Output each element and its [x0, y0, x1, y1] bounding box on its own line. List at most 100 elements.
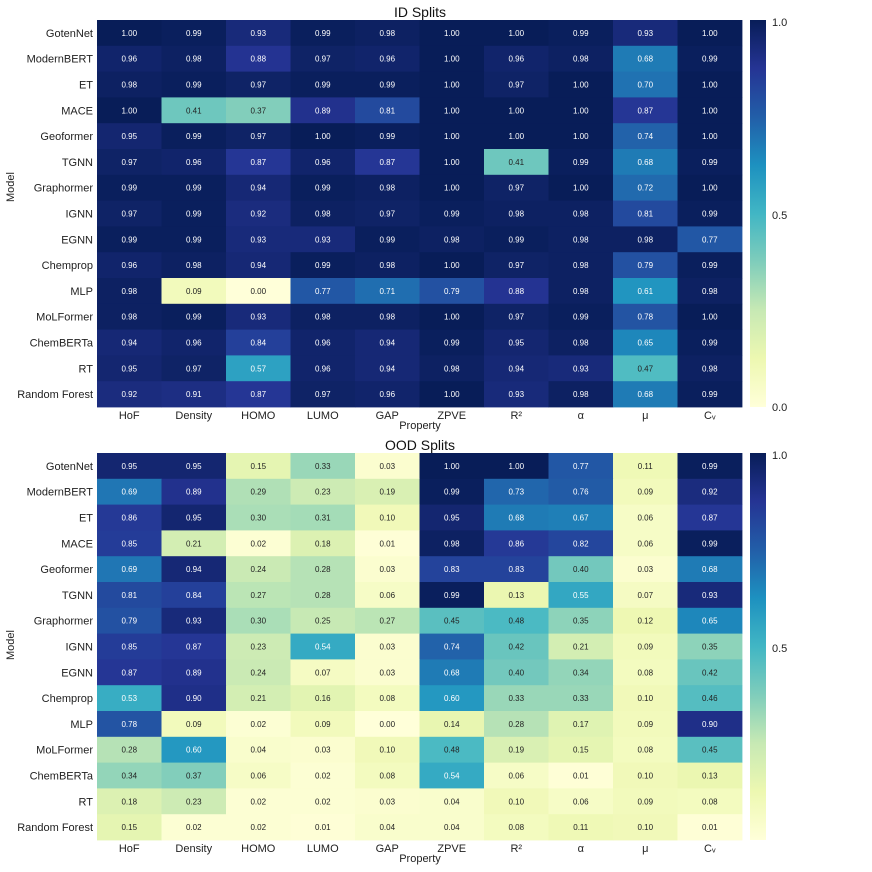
id-cell: [548, 278, 614, 305]
id-cell: [97, 226, 162, 253]
ood-cell: [677, 530, 743, 557]
id-cell: [355, 381, 420, 408]
ood-cell: [355, 762, 420, 789]
id-cell: [290, 20, 356, 47]
ood-cell: [226, 788, 291, 815]
id-splits-colorbar: [750, 20, 766, 407]
id-cell: [484, 174, 549, 201]
id-cell-value: 0.97: [315, 390, 331, 399]
id-cell: [97, 123, 162, 150]
id-cell-value: 0.99: [379, 81, 395, 90]
id-cell: [677, 149, 743, 176]
id-cell-value: 0.74: [637, 132, 653, 141]
ood-cell: [613, 478, 678, 505]
id-cell: [290, 174, 356, 201]
id-cell: [226, 45, 291, 72]
id-cell: [97, 303, 162, 330]
id-row-label: GotenNet: [46, 28, 93, 40]
ood-cell: [419, 659, 485, 686]
ood-row-label: MACE: [61, 538, 93, 550]
id-column-label: μ: [642, 410, 648, 422]
ood-cell: [613, 633, 678, 660]
ood-cell-value: 0.02: [250, 797, 266, 806]
ood-cell: [419, 685, 485, 712]
ood-cell-value: 0.04: [444, 823, 460, 832]
ood-cell-value: 0.84: [186, 591, 202, 600]
ood-splits-colorbar-tick-max: 1.0: [772, 450, 787, 462]
id-cell-value: 0.65: [637, 339, 653, 348]
ood-cell: [226, 582, 291, 609]
id-cell-value: 0.99: [315, 261, 331, 270]
ood-cell: [548, 504, 614, 531]
id-cell-value: 0.93: [315, 235, 331, 244]
ood-cell-value: 0.99: [702, 462, 718, 471]
ood-cell-value: 0.15: [121, 823, 137, 832]
ood-cell-value: 0.21: [186, 539, 202, 548]
id-row-label: Graphormer: [34, 183, 94, 195]
ood-cell: [548, 633, 614, 660]
ood-cell: [226, 607, 291, 634]
ood-cell: [226, 633, 291, 660]
id-cell-value: 0.99: [315, 184, 331, 193]
id-cell: [226, 20, 291, 47]
id-cell-value: 0.71: [379, 287, 395, 296]
id-cell-value: 1.00: [573, 106, 589, 115]
ood-cell: [226, 659, 291, 686]
id-cell: [355, 71, 420, 98]
ood-cell-value: 0.21: [573, 643, 589, 652]
ood-column-label: HoF: [119, 843, 140, 855]
id-cell: [226, 355, 291, 382]
id-cell: [419, 252, 485, 279]
ood-cell-value: 0.30: [250, 617, 266, 626]
id-cell-value: 0.99: [702, 390, 718, 399]
id-cell-value: 0.79: [444, 287, 460, 296]
id-cell-value: 0.99: [702, 158, 718, 167]
ood-cell-value: 0.74: [444, 643, 460, 652]
id-cell: [613, 226, 678, 253]
ood-cell-value: 0.87: [702, 514, 718, 523]
id-cell: [355, 329, 420, 356]
ood-cell: [419, 814, 485, 841]
id-cell: [97, 174, 162, 201]
id-cell-value: 0.98: [573, 390, 589, 399]
ood-cell-value: 0.09: [637, 488, 653, 497]
id-cell-value: 0.92: [121, 390, 137, 399]
id-cell-value: 0.95: [121, 132, 137, 141]
id-cell-value: 0.98: [379, 184, 395, 193]
ood-cell-value: 0.95: [186, 514, 202, 523]
id-row-label: Chemprop: [42, 260, 93, 272]
ood-cell-value: 0.19: [508, 746, 524, 755]
ood-cell: [97, 685, 162, 712]
ood-cell-value: 0.42: [508, 643, 524, 652]
id-row-label: MACE: [61, 105, 93, 117]
ood-cell-value: 0.34: [121, 772, 137, 781]
id-cell-value: 0.87: [379, 158, 395, 167]
id-cell-value: 1.00: [508, 132, 524, 141]
id-cell-value: 0.78: [637, 313, 653, 322]
id-cell: [548, 45, 614, 72]
ood-cell: [226, 685, 291, 712]
id-cell-value: 0.99: [315, 29, 331, 38]
id-cell-value: 0.97: [121, 210, 137, 219]
id-cell-value: 0.98: [637, 235, 653, 244]
id-cell: [484, 278, 549, 305]
ood-cell: [677, 814, 743, 841]
ood-cell: [97, 736, 162, 763]
ood-cell-value: 0.08: [379, 694, 395, 703]
id-cell: [290, 149, 356, 176]
id-cell-value: 0.98: [702, 287, 718, 296]
id-splits-heatmap: ID Splits 1.00 0.99 0.93 0.99 0.98 1.00 1.00 0.…: [5, 4, 787, 432]
id-cell: [226, 252, 291, 279]
ood-cell: [226, 736, 291, 763]
ood-cell: [677, 504, 743, 531]
id-cell: [290, 252, 356, 279]
ood-cell-value: 0.06: [637, 514, 653, 523]
ood-cell: [484, 478, 549, 505]
id-cell-value: 1.00: [444, 261, 460, 270]
ood-cell-value: 0.45: [444, 617, 460, 626]
id-cell-value: 0.94: [379, 364, 395, 373]
id-cell: [613, 252, 678, 279]
ood-cell: [548, 736, 614, 763]
ood-cell: [161, 736, 227, 763]
